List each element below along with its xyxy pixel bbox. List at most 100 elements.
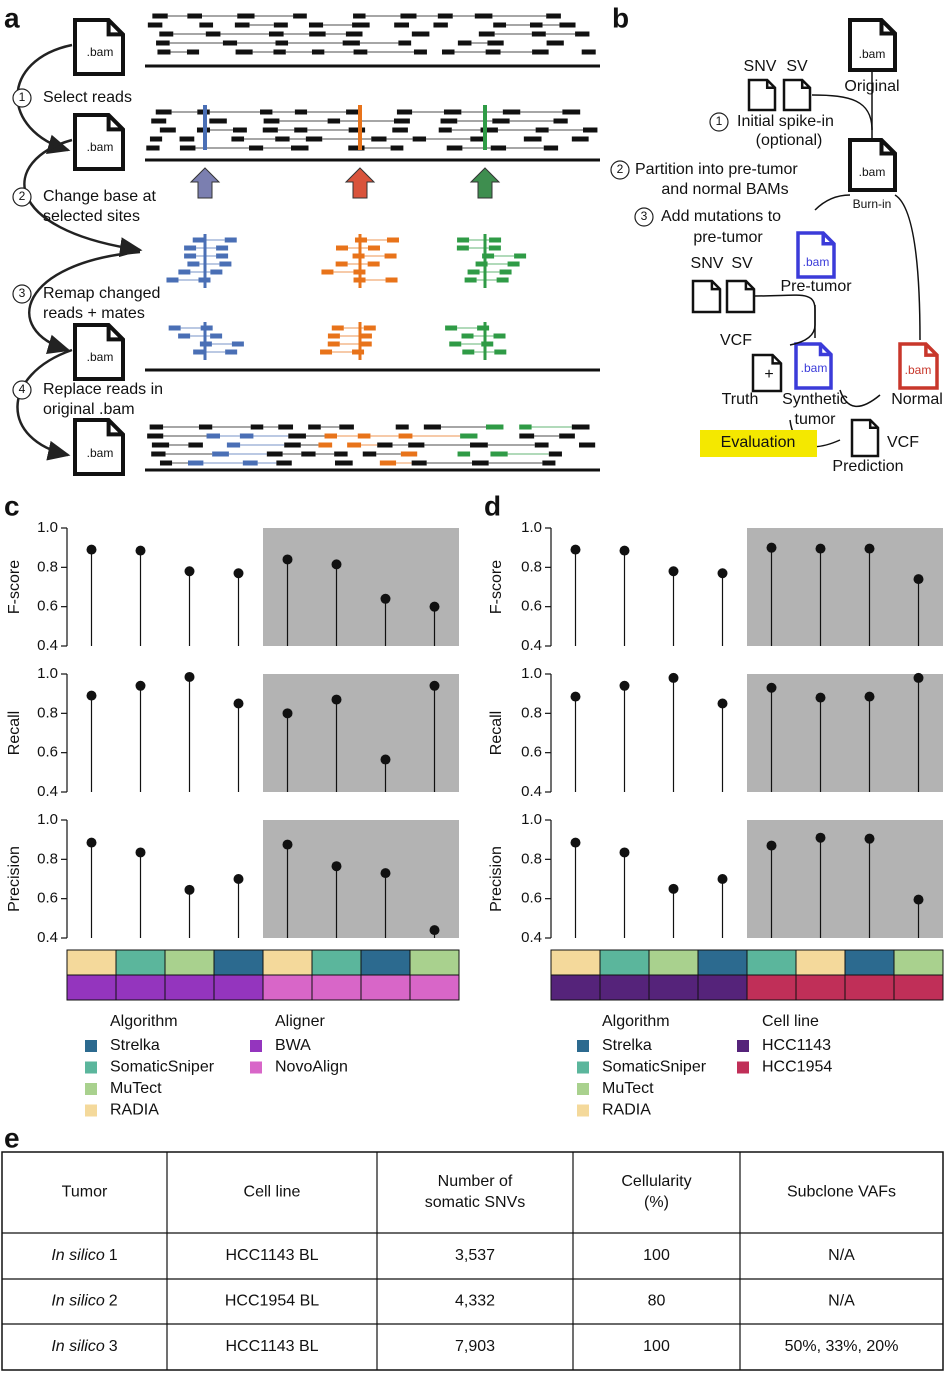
file-label: .bam [803,255,830,269]
read [231,136,245,142]
read [488,245,501,251]
read [487,40,504,46]
track-cell [697,974,748,1001]
read [581,49,596,55]
y-tick-label: 0.8 [37,704,58,721]
read [393,118,410,124]
read [260,109,273,115]
step-number: 3 [19,286,26,300]
legend-label: Strelka [110,1037,160,1054]
read [438,127,452,133]
read [348,145,365,151]
site-arrow [189,167,221,199]
y-tick-label: 0.6 [37,744,58,761]
read [489,237,502,243]
table-cell: In silico 3 [51,1338,117,1355]
y-tick-label: 0.4 [521,637,542,654]
shaded-region [263,820,459,938]
label: VCF [887,434,919,451]
file-fold [879,20,895,36]
read [464,277,477,283]
read [571,136,589,142]
track-cell [115,974,166,1001]
y-axis-label: Precision [6,846,23,912]
stem-point [135,545,146,556]
legend-swatch [250,1040,262,1052]
stem-point [815,692,826,703]
legend-swatch [85,1104,97,1117]
read [481,341,494,347]
track-cell [311,949,362,976]
step-circle [610,160,630,180]
read [445,325,458,331]
read [301,451,316,457]
y-tick-label: 1.0 [37,519,58,536]
step-circle [709,112,729,132]
table-cell-part: 3 [109,1338,118,1355]
stem-point [184,884,195,895]
legend-label: SomaticSniper [110,1059,215,1076]
panel-label: c [4,490,20,521]
read [294,127,308,133]
table-cell-part: In silico [51,1338,104,1355]
read [411,31,430,37]
read [532,49,549,55]
read [187,13,202,19]
read [309,31,326,37]
legend-label: SomaticSniper [602,1059,707,1076]
table-header: Subclone VAFs [787,1184,896,1201]
read [392,127,408,133]
panel-label: e [4,1122,20,1153]
read [347,442,362,448]
table-cell: 100 [643,1247,670,1264]
read [275,40,289,46]
label: + [764,366,773,383]
read [305,136,323,142]
y-tick-label: 1.0 [37,665,58,682]
read [362,451,377,457]
table-cell: 50%, 33%, 20% [785,1338,899,1355]
read [546,13,561,19]
table-cell: 80 [648,1293,666,1310]
stem-point [233,698,244,709]
label: Normal [891,391,943,408]
legend-swatch [85,1083,97,1095]
step-text: reads + mates [43,305,145,322]
y-tick-label: 0.8 [521,704,542,721]
table-cell: N/A [828,1293,855,1310]
read [412,136,427,142]
read [222,40,238,46]
read [237,13,255,19]
read [353,13,366,19]
file-fold [106,420,123,437]
read [348,127,366,133]
read [529,22,543,28]
read [499,269,512,275]
read [216,253,229,259]
evaluation-box [700,430,817,457]
file-icon [848,18,897,72]
stem-point [135,847,146,858]
read [179,136,195,142]
step-text: selected sites [43,208,140,225]
track-cell [550,974,601,1001]
read [523,136,542,142]
legend-label: NovoAlign [275,1059,348,1076]
read [411,460,427,466]
read [193,349,206,355]
track-cell [262,949,313,976]
table-cell-part: 2 [109,1293,118,1310]
y-tick-label: 0.6 [521,890,542,907]
step-text: Initial spike-in [737,113,834,130]
read [559,22,576,28]
read [187,261,200,267]
read [482,253,495,259]
y-tick-label: 1.0 [521,519,542,536]
legend-label: Strelka [602,1037,652,1054]
read [493,22,507,28]
file-fold [924,344,937,357]
label: SNV [744,58,777,75]
shaded-region [263,528,459,646]
read [456,245,469,251]
read [166,277,179,283]
